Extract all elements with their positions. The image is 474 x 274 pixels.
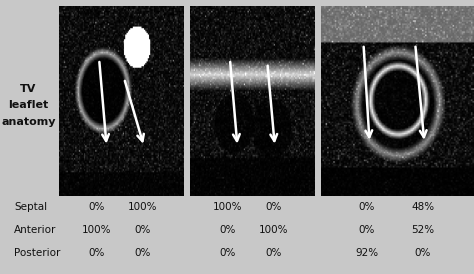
Text: 100%: 100%: [128, 202, 157, 212]
Text: 100%: 100%: [82, 225, 111, 235]
Text: 100%: 100%: [213, 202, 242, 212]
Text: Parasternal
short-axis: Parasternal short-axis: [367, 9, 427, 31]
Text: 0%: 0%: [219, 249, 236, 258]
Text: 48%: 48%: [411, 202, 434, 212]
Text: Septal: Septal: [14, 202, 47, 212]
Text: 0%: 0%: [415, 249, 431, 258]
Text: 0%: 0%: [265, 249, 282, 258]
Text: Posterior: Posterior: [14, 249, 61, 258]
Text: Parasternal
RV-inflow: Parasternal RV-inflow: [223, 9, 282, 31]
Text: 92%: 92%: [355, 249, 378, 258]
Text: 0%: 0%: [135, 249, 151, 258]
Text: 0%: 0%: [89, 249, 105, 258]
Text: 0%: 0%: [265, 202, 282, 212]
Text: 0%: 0%: [358, 202, 375, 212]
Text: 0%: 0%: [219, 225, 236, 235]
Text: 100%: 100%: [259, 225, 288, 235]
Text: 52%: 52%: [411, 225, 434, 235]
Text: Apical
4-chamber: Apical 4-chamber: [93, 9, 150, 31]
Text: 0%: 0%: [135, 225, 151, 235]
Text: 0%: 0%: [89, 202, 105, 212]
Text: Anterior: Anterior: [14, 225, 56, 235]
Text: 0%: 0%: [358, 225, 375, 235]
Text: TV
leaflet
anatomy: TV leaflet anatomy: [1, 84, 55, 127]
